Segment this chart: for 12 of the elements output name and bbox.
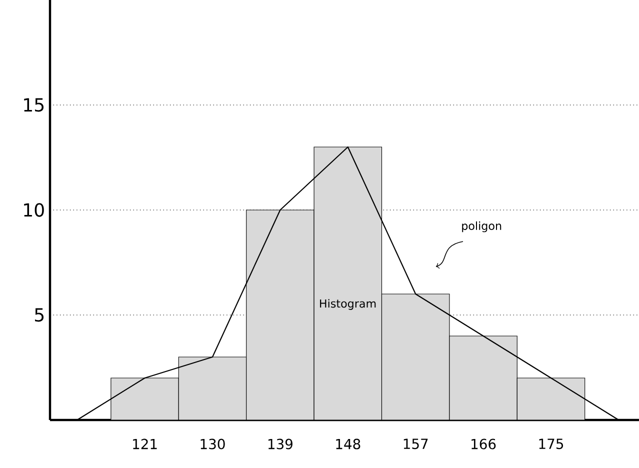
x-tick-label: 130 [200, 438, 225, 450]
x-tick-label: 121 [133, 438, 157, 450]
x-tick-label: 157 [404, 438, 428, 450]
y-tick-label: 10 [24, 203, 44, 217]
annotation: poligon [462, 221, 502, 232]
x-tick-label: 175 [539, 438, 564, 450]
annotation: Histogram [320, 299, 376, 310]
x-tick-label: 148 [336, 438, 360, 450]
y-tick-label: 15 [24, 98, 44, 112]
x-tick-label: 139 [268, 438, 292, 450]
y-tick-label: 5 [35, 308, 44, 322]
x-tick-label: 166 [472, 438, 496, 450]
